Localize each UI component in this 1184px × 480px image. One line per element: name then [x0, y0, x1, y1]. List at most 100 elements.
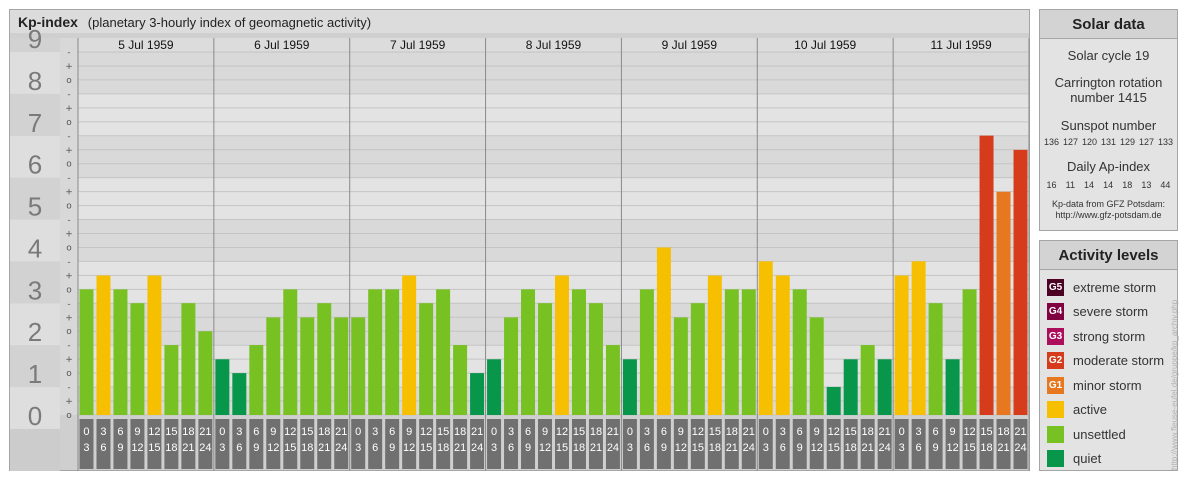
interval-box — [504, 419, 519, 469]
interval-start-label: 18 — [997, 426, 1009, 438]
ap-value: 14 — [1084, 180, 1095, 190]
interval-start-label: 6 — [525, 426, 531, 438]
y-minor-label: + — [65, 146, 73, 156]
y-minor-label: o — [66, 327, 72, 337]
legend-item-g2: G2 moderate storm — [1040, 349, 1177, 374]
kp-bar — [673, 317, 688, 415]
interval-end-label: 6 — [100, 442, 106, 454]
kp-bar — [317, 303, 332, 415]
interval-box — [436, 419, 451, 469]
interval-start-label: 9 — [950, 426, 956, 438]
interval-box — [588, 419, 603, 469]
kp-bar — [843, 359, 858, 415]
interval-end-label: 18 — [845, 442, 857, 454]
kp-bar — [504, 317, 519, 415]
kp-bar — [622, 359, 637, 415]
sunspot-value: 129 — [1119, 137, 1136, 147]
plot-band — [78, 93, 1029, 136]
solar-cycle: Solar cycle 19 — [1067, 48, 1150, 63]
interval-box — [860, 419, 875, 469]
kp-bar — [538, 303, 552, 415]
interval-end-label: 18 — [165, 442, 177, 454]
interval-start-label: 21 — [879, 426, 891, 438]
sunspot-value: 133 — [1157, 137, 1174, 147]
interval-box — [283, 419, 298, 469]
interval-start-label: 12 — [420, 426, 432, 438]
kp-bar — [130, 303, 145, 415]
interval-box — [402, 419, 417, 469]
date-strip — [78, 38, 1029, 52]
interval-end-label: 15 — [148, 442, 160, 454]
kp-bar — [690, 303, 705, 415]
interval-box — [521, 419, 536, 469]
legend-item-quiet: quiet — [1040, 447, 1177, 472]
interval-box — [198, 419, 213, 469]
interval-box — [792, 419, 807, 469]
minor-axis-background — [60, 38, 78, 415]
interval-box — [741, 419, 756, 469]
solar-data-header: Solar data — [1040, 10, 1177, 39]
interval-end-label: 6 — [916, 442, 922, 454]
interval-end-label: 3 — [899, 442, 905, 454]
watermark-text: http://www.fleuse-eufel.de/gruppe/kp_arc… — [1170, 299, 1179, 470]
kp-bar — [164, 345, 179, 415]
interval-start-label: 6 — [797, 426, 803, 438]
y-band — [10, 93, 60, 136]
kp-bar — [147, 275, 162, 415]
ap-values: 16 11 14 14 18 13 44 — [1040, 180, 1177, 190]
y-minor-label: - — [67, 216, 70, 226]
legend-label: unsettled — [1073, 426, 1126, 442]
y-band — [10, 387, 60, 429]
interval-start-label: 3 — [644, 426, 650, 438]
interval-box — [453, 419, 468, 469]
y-tick-label: 7 — [28, 108, 42, 138]
y-minor-label: - — [67, 257, 70, 267]
kp-bar — [181, 303, 196, 415]
interval-box — [368, 419, 383, 469]
interval-box — [555, 419, 569, 469]
interval-start-label: 3 — [372, 426, 378, 438]
interval-box — [419, 419, 434, 469]
interval-end-label: 12 — [946, 442, 958, 454]
interval-start-label: 21 — [607, 426, 619, 438]
plot-band — [78, 177, 1029, 220]
interval-start-label: 12 — [828, 426, 840, 438]
solar-data-panel: Solar data Solar cycle 19 Carrington rot… — [1039, 9, 1178, 231]
interval-end-label: 9 — [797, 442, 803, 454]
kp-bar — [996, 191, 1011, 415]
kp-bar — [860, 345, 875, 415]
legend-label: severe storm — [1073, 304, 1149, 320]
interval-end-label: 21 — [997, 442, 1009, 454]
interval-box — [79, 419, 94, 469]
kp-bar — [351, 317, 366, 415]
y-minor-label: + — [65, 188, 73, 198]
interval-start-label: 12 — [963, 426, 975, 438]
interval-box — [979, 419, 994, 469]
interval-box — [911, 419, 926, 469]
kp-bar — [385, 289, 400, 415]
interval-start-label: 12 — [148, 426, 160, 438]
sunspot-value: 136 — [1043, 137, 1060, 147]
interval-end-label: 18 — [980, 442, 992, 454]
interval-start-label: 0 — [491, 426, 497, 438]
legend-swatch: G3 — [1047, 327, 1064, 345]
interval-end-label: 12 — [131, 442, 143, 454]
carrington-line1: Carrington rotation — [1054, 75, 1163, 90]
legend-label: strong storm — [1073, 328, 1146, 344]
interval-box — [690, 419, 705, 469]
legend-item-unsettled: unsettled — [1040, 422, 1177, 447]
interval-box — [215, 419, 230, 469]
kp-bar — [605, 345, 620, 415]
interval-box — [877, 419, 892, 469]
legend-swatch: G1 — [1047, 376, 1064, 394]
interval-end-label: 3 — [763, 442, 769, 454]
interval-start-label: 18 — [590, 426, 602, 438]
interval-start-label: 0 — [899, 426, 905, 438]
kp-bar — [775, 275, 790, 415]
sunspot-value: 127 — [1062, 137, 1079, 147]
interval-end-label: 12 — [403, 442, 415, 454]
interval-end-label: 3 — [219, 442, 225, 454]
interval-end-label: 24 — [743, 442, 755, 454]
y-minor-label: - — [67, 48, 70, 58]
y-minor-label: - — [67, 383, 70, 393]
